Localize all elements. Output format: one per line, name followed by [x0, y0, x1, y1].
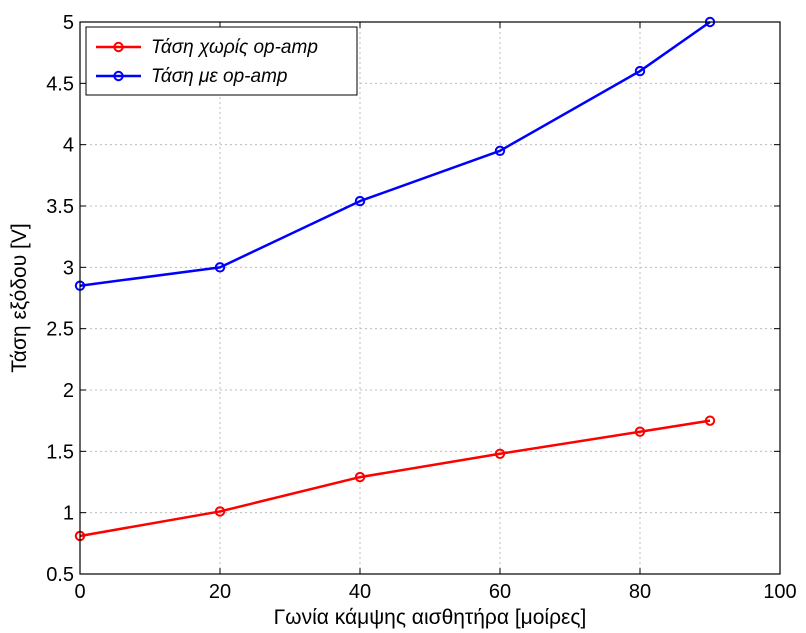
legend-label-series-2: Τάση με op-amp	[151, 66, 287, 87]
series-2-point	[214, 262, 226, 273]
y-tick-label: 3.5	[46, 196, 74, 218]
y-tick-label: 4.5	[46, 73, 74, 95]
series-2-line	[79, 20, 711, 287]
y-tick-label: 4	[63, 135, 74, 157]
y-tick-label: 2	[63, 380, 74, 402]
y-tick-label: 1.5	[46, 441, 74, 463]
x-tick-label: 20	[209, 581, 231, 603]
legend-marker-series-1	[113, 41, 124, 53]
x-tick-label: 60	[489, 581, 511, 603]
series-1-line	[79, 419, 711, 538]
series-2-point	[494, 145, 506, 157]
x-axis-label: Γωνία κάμψης αισθητήρα [μοίρες]	[274, 606, 587, 629]
y-tick-label: 1	[63, 503, 74, 525]
series-1-point	[214, 506, 226, 517]
series-1-point	[494, 448, 506, 459]
series-1-point	[704, 415, 716, 426]
series-2-point	[634, 65, 646, 77]
x-tick-label: 0	[74, 581, 85, 603]
y-tick-label: 0.5	[46, 564, 74, 586]
series-2-point	[354, 195, 366, 207]
x-tick-labels: 0 20 40 60 80 100	[74, 581, 796, 603]
y-tick-labels: 0.5 1 1.5 2 2.5 3 3.5 4 4.5 5	[46, 12, 74, 586]
y-tick-label: 3	[63, 257, 74, 279]
series-1-point	[634, 426, 646, 437]
legend-marker-series-2	[113, 70, 124, 82]
y-tick-label: 2.5	[46, 319, 74, 341]
axis-ticks	[79, 21, 781, 575]
legend-label-series-1: Τάση χωρίς op-amp	[151, 37, 318, 58]
y-tick-label: 5	[63, 12, 74, 34]
series-1-point	[354, 471, 366, 483]
x-tick-label: 40	[349, 581, 371, 603]
x-tick-label: 100	[763, 581, 796, 603]
plot-background	[80, 22, 780, 574]
x-tick-label: 80	[629, 581, 651, 603]
y-axis-label: Τάση εξόδου [V]	[8, 223, 31, 372]
axes-frame	[79, 21, 781, 575]
legend-box	[85, 26, 358, 96]
legend: Τάση χωρίς op-amp Τάση με op-amp	[85, 26, 358, 96]
